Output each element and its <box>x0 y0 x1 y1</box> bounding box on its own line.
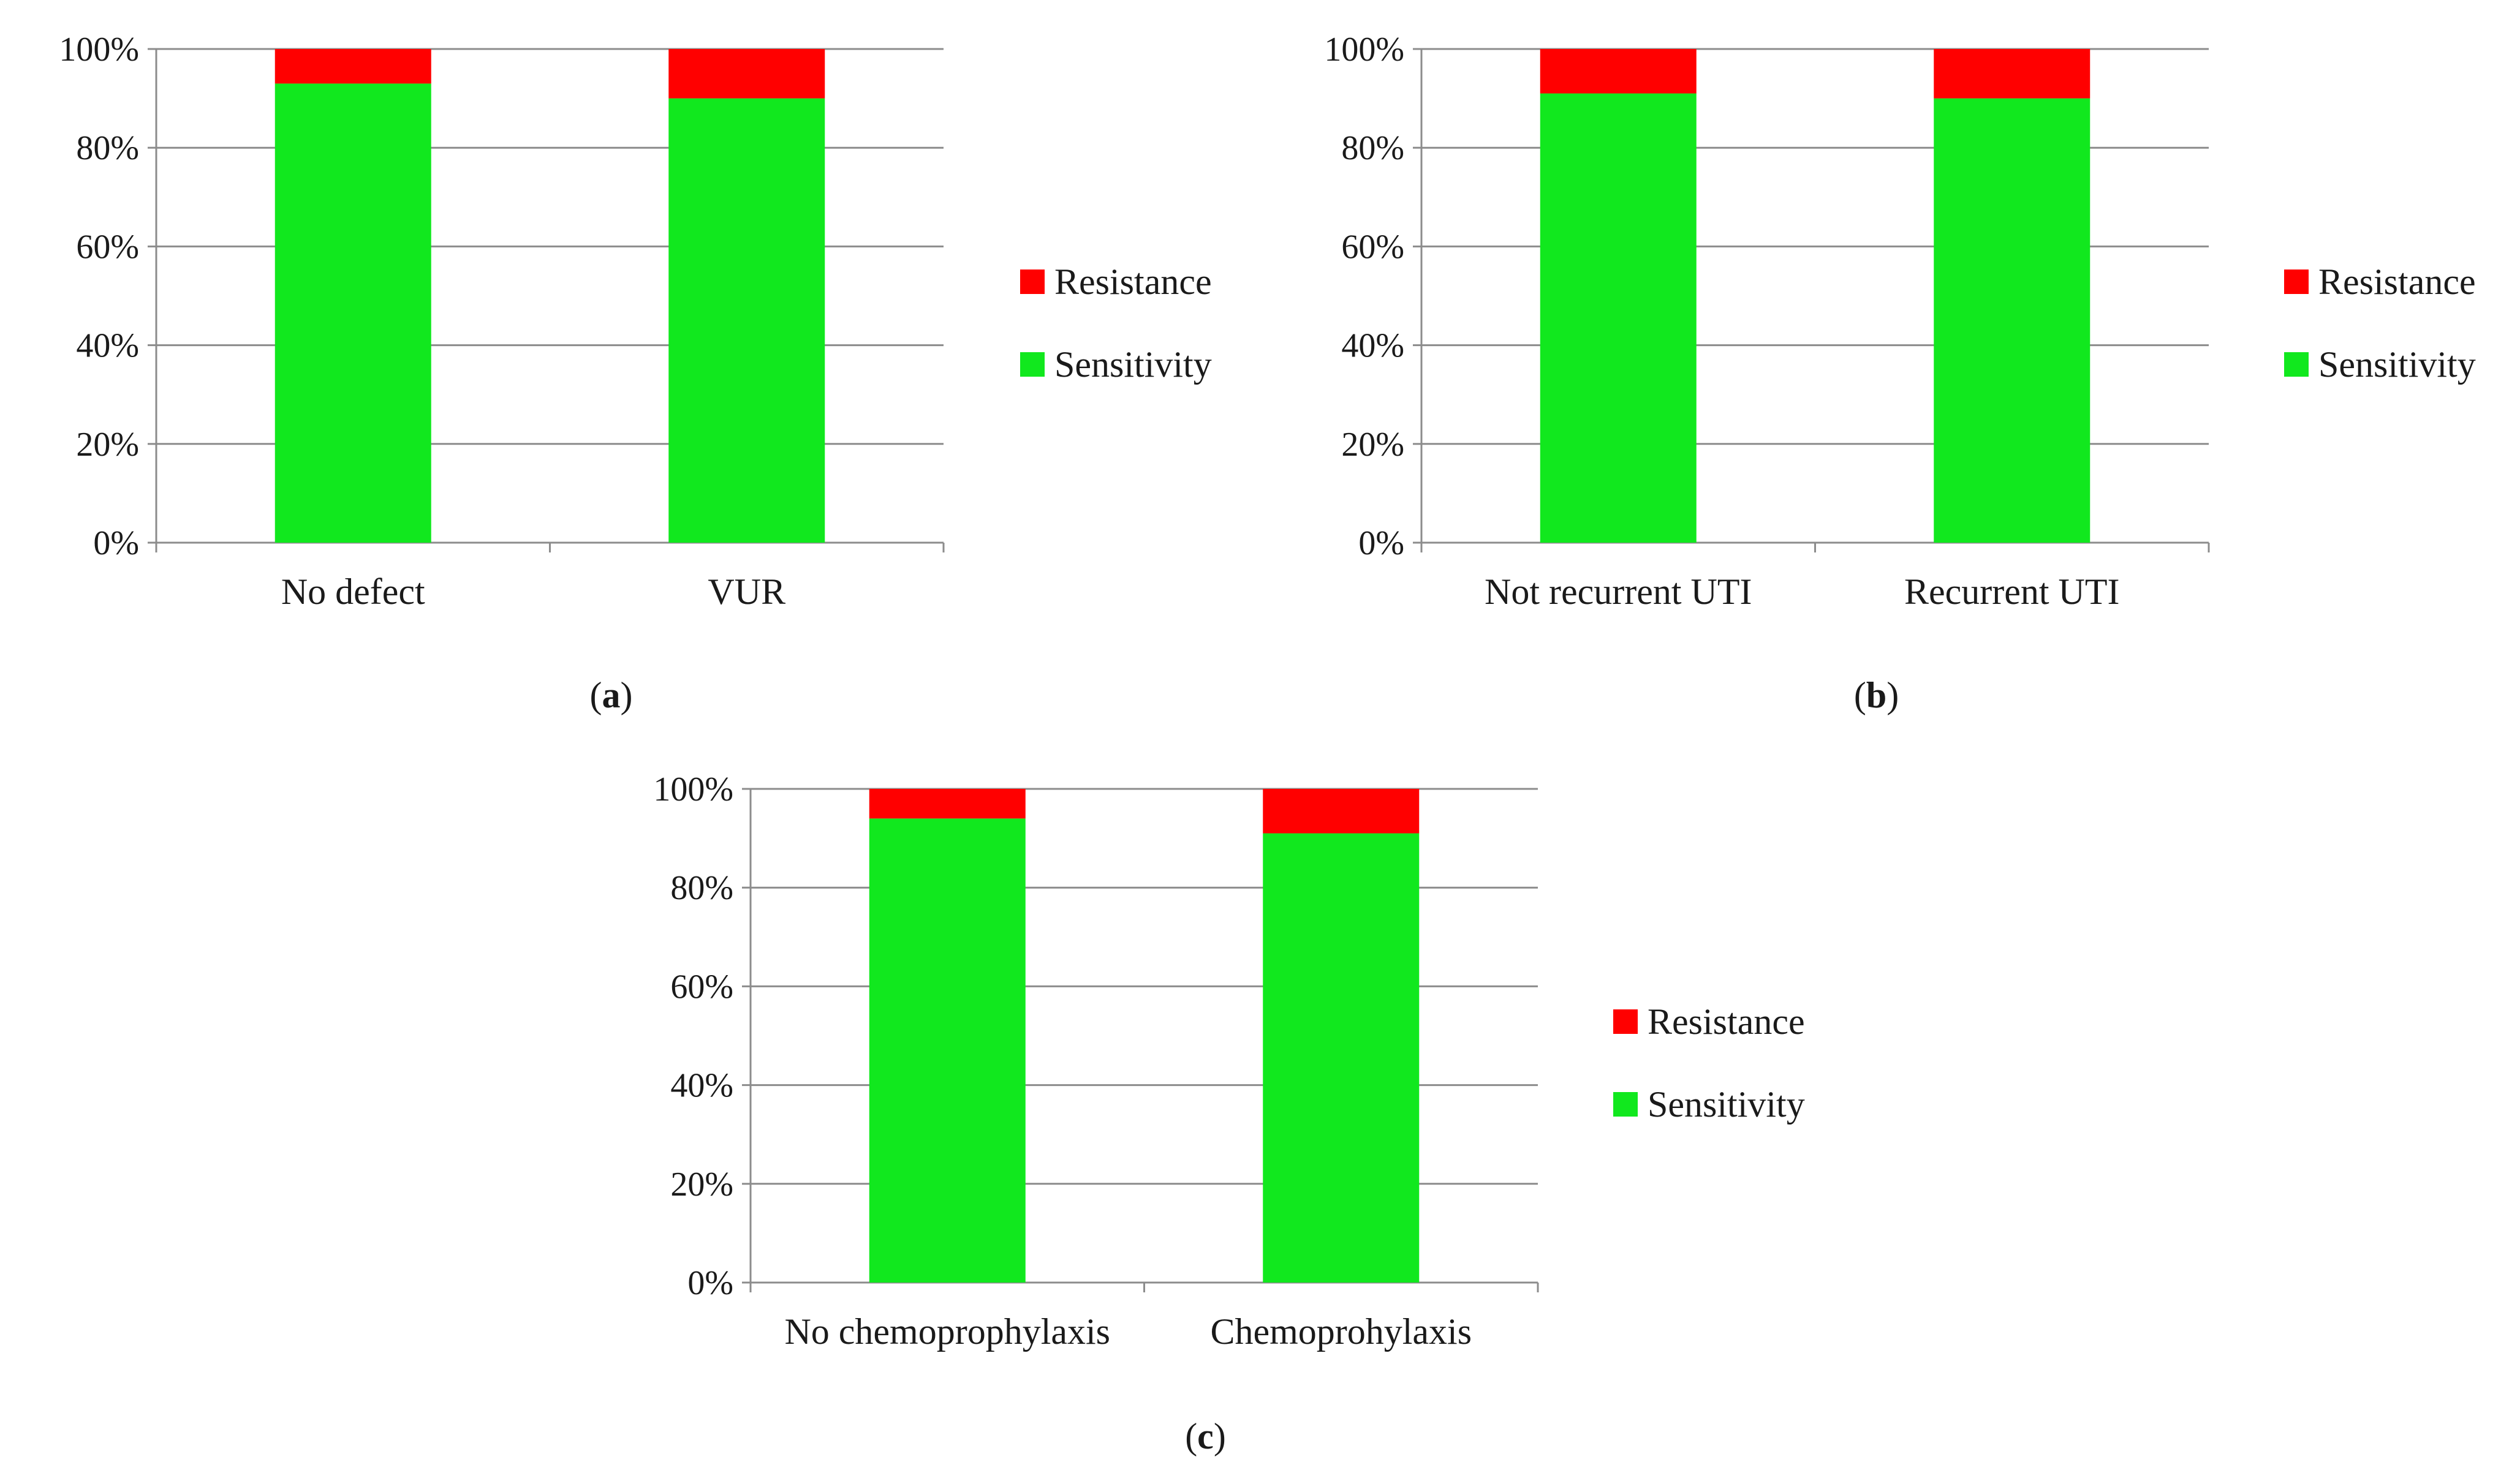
legend-swatch-sensitivity <box>1613 1092 1638 1117</box>
y-tick-label: 100% <box>1324 31 1404 69</box>
x-category-label: No defect <box>281 571 425 612</box>
bar-resistance-recurrent-uti <box>1934 49 2091 99</box>
y-tick-label: 0% <box>93 524 139 562</box>
bar-resistance-not-recurrent-uti <box>1540 49 1697 94</box>
chart-b: 0% 20% 40% 60% 80% 100% Not recurrent UTI Recur… <box>1324 31 2475 715</box>
legend-swatch-sensitivity <box>1020 352 1045 377</box>
x-category-label: No chemoprophylaxis <box>784 1311 1110 1352</box>
legend-swatch-resistance <box>1613 1009 1638 1034</box>
legend-swatch-resistance <box>1020 269 1045 294</box>
x-category-label: Recurrent UTI <box>1904 571 2120 612</box>
bar-sensitivity-vur <box>668 98 825 543</box>
panel-caption: (c) <box>1185 1416 1226 1457</box>
bar-resistance-vur <box>668 49 825 99</box>
y-tick-label: 40% <box>1341 327 1404 365</box>
bar-sensitivity-recurrent-uti <box>1934 98 2091 543</box>
y-tick-label: 60% <box>1341 228 1404 266</box>
y-tick-label: 0% <box>687 1264 733 1302</box>
y-tick-label: 0% <box>1358 524 1404 562</box>
chart-c: 0% 20% 40% 60% 80% 100% No chemoprophylaxis Che… <box>653 771 1804 1457</box>
panel-letter: c <box>1197 1416 1214 1457</box>
bar-sensitivity-not-recurrent-uti <box>1540 93 1697 543</box>
chart-a: 0% 20% 40% 60% 80% 100% No defect VUR Resistance… <box>59 31 1211 715</box>
legend-label-resistance: Resistance <box>1054 262 1212 302</box>
x-category-label: Not recurrent UTI <box>1485 571 1752 612</box>
y-tick-label: 80% <box>76 129 139 167</box>
legend-swatch-sensitivity <box>2284 352 2309 377</box>
x-category-label: Chemoprohylaxis <box>1210 1311 1472 1352</box>
y-tick-label: 100% <box>59 31 139 69</box>
legend-label-sensitivity: Sensitivity <box>1648 1084 1805 1125</box>
bar-resistance-no-defect <box>274 49 431 84</box>
bar-sensitivity-no-defect <box>274 83 431 543</box>
y-tick-label: 20% <box>1341 426 1404 464</box>
bar-sensitivity-chemoprohylaxis <box>1263 833 1420 1283</box>
y-tick-label: 40% <box>670 1067 733 1105</box>
x-category-label: VUR <box>708 571 785 612</box>
panel-letter: b <box>1866 675 1886 715</box>
y-tick-label: 80% <box>1341 129 1404 167</box>
bar-resistance-chemoprohylaxis <box>1263 789 1420 834</box>
panel-letter: a <box>602 675 621 715</box>
legend-label-sensitivity: Sensitivity <box>2318 344 2476 385</box>
y-tick-label: 80% <box>670 869 733 907</box>
panel-caption: (a) <box>590 675 633 715</box>
bar-resistance-no-chemoprophylaxis <box>869 789 1026 819</box>
y-tick-label: 20% <box>76 426 139 464</box>
y-tick-label: 100% <box>653 771 733 808</box>
legend-label-resistance: Resistance <box>2318 262 2476 302</box>
legend-label-resistance: Resistance <box>1648 1001 1805 1042</box>
legend-swatch-resistance <box>2284 269 2309 294</box>
y-tick-label: 60% <box>670 968 733 1006</box>
panel-caption: (b) <box>1854 675 1899 715</box>
bar-sensitivity-no-chemoprophylaxis <box>869 818 1026 1283</box>
y-tick-label: 40% <box>76 327 139 365</box>
y-tick-label: 20% <box>670 1166 733 1204</box>
legend-label-sensitivity: Sensitivity <box>1054 344 1212 385</box>
y-tick-label: 60% <box>76 228 139 266</box>
